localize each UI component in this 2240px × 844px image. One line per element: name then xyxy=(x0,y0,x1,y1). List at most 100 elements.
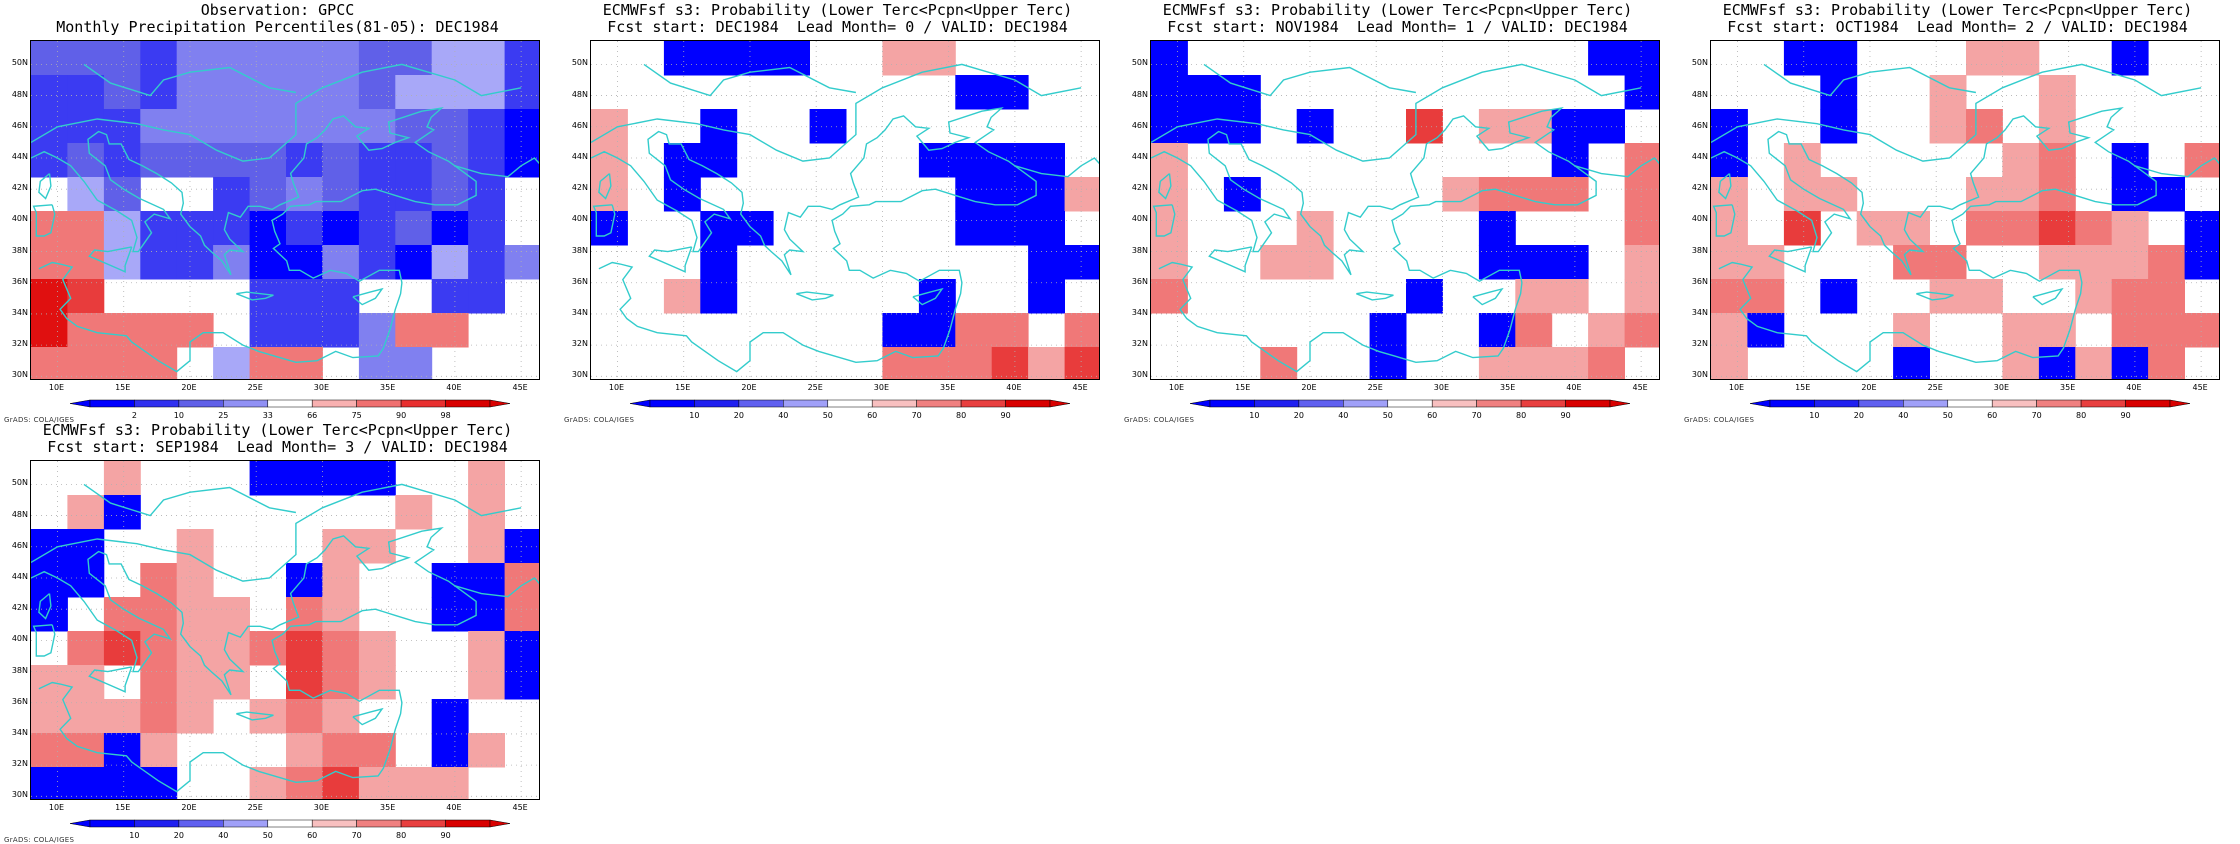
map-panel: ECMWFsf s3: Probability (Lower Terc<Pcpn… xyxy=(0,420,555,844)
colorbar-tick-label: 20 xyxy=(1294,411,1304,420)
coastline xyxy=(1711,63,2202,162)
shaded-cell xyxy=(468,563,505,598)
colorbar-tick-label: 10 xyxy=(1249,411,1259,420)
shaded-cell xyxy=(31,211,68,246)
map-canvas xyxy=(31,461,539,799)
coastline xyxy=(1763,63,1977,97)
shaded-cell xyxy=(322,211,360,246)
shaded-cell xyxy=(1369,313,1407,348)
lon-tick-label: 25E xyxy=(807,383,823,392)
shaded-cell xyxy=(1624,143,1659,178)
shaded-cell xyxy=(103,495,141,530)
shaded-cell xyxy=(1151,245,1188,280)
coastline xyxy=(2200,157,2219,167)
lat-tick-label: 32N xyxy=(11,339,28,349)
shaded-cell xyxy=(1966,41,2003,76)
shaded-cell xyxy=(2038,347,2076,379)
shaded-cell xyxy=(1151,75,1188,110)
shaded-cell xyxy=(395,75,433,110)
panel-title: ECMWFsf s3: Probability (Lower Terc<Pcpn… xyxy=(1680,2,2235,36)
coastline xyxy=(1916,291,1954,301)
shaded-cell xyxy=(286,461,323,496)
colorbar-swatch xyxy=(960,399,1006,408)
shaded-cell xyxy=(1551,109,1589,144)
colorbar-swatch xyxy=(267,819,313,828)
coastline xyxy=(38,173,52,200)
shaded-cell xyxy=(918,41,956,76)
coastline xyxy=(1640,157,1659,167)
colorbar-tick-label: 40 xyxy=(1898,411,1908,420)
colorbar-swatch xyxy=(89,819,135,828)
shaded-cell xyxy=(1515,177,1553,212)
grads-credit: GrADS: COLA/IGES xyxy=(1124,416,1195,424)
lat-tick-label: 38N xyxy=(1691,245,1708,255)
shaded-cell xyxy=(395,313,433,348)
shaded-cell xyxy=(2148,245,2185,280)
shaded-cell xyxy=(2002,143,2040,178)
lon-tick-label: 35E xyxy=(2060,383,2076,392)
lat-tick-label: 36N xyxy=(1691,276,1708,286)
shaded-cell xyxy=(991,347,1029,379)
shaded-cell xyxy=(249,347,287,379)
shaded-cell xyxy=(395,143,433,178)
colorbar-swatch xyxy=(1903,399,1948,408)
shaded-cell xyxy=(468,733,505,768)
map-frame xyxy=(590,40,1100,380)
shaded-cell xyxy=(67,631,105,666)
shaded-cell xyxy=(31,699,68,734)
shaded-cell xyxy=(700,143,738,178)
shaded-cell xyxy=(67,313,105,348)
shaded-cell xyxy=(31,733,68,768)
shaded-cell xyxy=(431,109,469,144)
lon-tick-label: 40E xyxy=(1006,383,1022,392)
shaded-cell xyxy=(1588,313,1625,348)
shaded-cell xyxy=(286,245,323,280)
lon-tick-label: 30E xyxy=(313,803,330,812)
colorbar-swatch xyxy=(134,819,180,828)
panel-title-line1: ECMWFsf s3: Probability (Lower Terc<Pcpn… xyxy=(42,421,513,439)
shaded-cell xyxy=(1747,279,1785,314)
shaded-cell xyxy=(249,461,287,496)
lat-tick-label: 38N xyxy=(571,245,588,255)
shaded-cell xyxy=(286,313,323,348)
shaded-cell xyxy=(67,75,105,110)
lon-tick-label: 35E xyxy=(1500,383,1516,392)
lat-tick-label: 44N xyxy=(1691,151,1708,161)
colorbar-tick-label: 80 xyxy=(396,831,406,840)
shaded-cell xyxy=(955,347,993,379)
colorbar-tick-label: 90 xyxy=(441,831,451,840)
shaded-cell xyxy=(1783,41,1821,76)
lat-tick-label: 48N xyxy=(11,89,28,99)
colorbar-tick-label: 90 xyxy=(396,411,406,420)
shaded-cell xyxy=(431,75,469,110)
shaded-cell xyxy=(1028,211,1065,246)
shaded-cell xyxy=(213,143,250,178)
shaded-cell xyxy=(1151,279,1188,314)
shaded-cell xyxy=(1820,177,1858,212)
colorbar-swatch xyxy=(1814,399,1860,408)
colorbar-tick-label: 90 xyxy=(2121,411,2131,420)
panel-title: Observation: GPCC Monthly Precipitation P… xyxy=(0,2,555,36)
shaded-cell xyxy=(1783,211,1821,246)
shaded-cell xyxy=(1064,245,1099,280)
colorbar-tick-label: 20 xyxy=(1854,411,1864,420)
colorbar-swatch xyxy=(1476,399,1522,408)
colorbar-tick-label: 70 xyxy=(1472,411,1482,420)
shaded-cell xyxy=(2038,245,2076,280)
shaded-cell xyxy=(504,529,539,564)
shaded-cell xyxy=(358,109,396,144)
lat-tick-label: 44N xyxy=(1131,151,1148,161)
shaded-cell xyxy=(213,211,250,246)
shaded-cell xyxy=(286,665,323,700)
shaded-cell xyxy=(176,563,214,598)
shaded-cell xyxy=(31,279,68,314)
shaded-cell xyxy=(2075,211,2113,246)
shaded-cell xyxy=(140,41,178,76)
lon-tick-label: 25E xyxy=(247,803,263,812)
colorbar-swatch xyxy=(1298,399,1344,408)
colorbar-swatch xyxy=(1991,399,2037,408)
map-canvas xyxy=(591,41,1099,379)
colorbar-tick-label: 10 xyxy=(689,411,699,420)
colorbar: 2 10 25 33 66 75 90 98 xyxy=(70,399,510,420)
colorbar-arrow-right xyxy=(1609,399,1630,408)
